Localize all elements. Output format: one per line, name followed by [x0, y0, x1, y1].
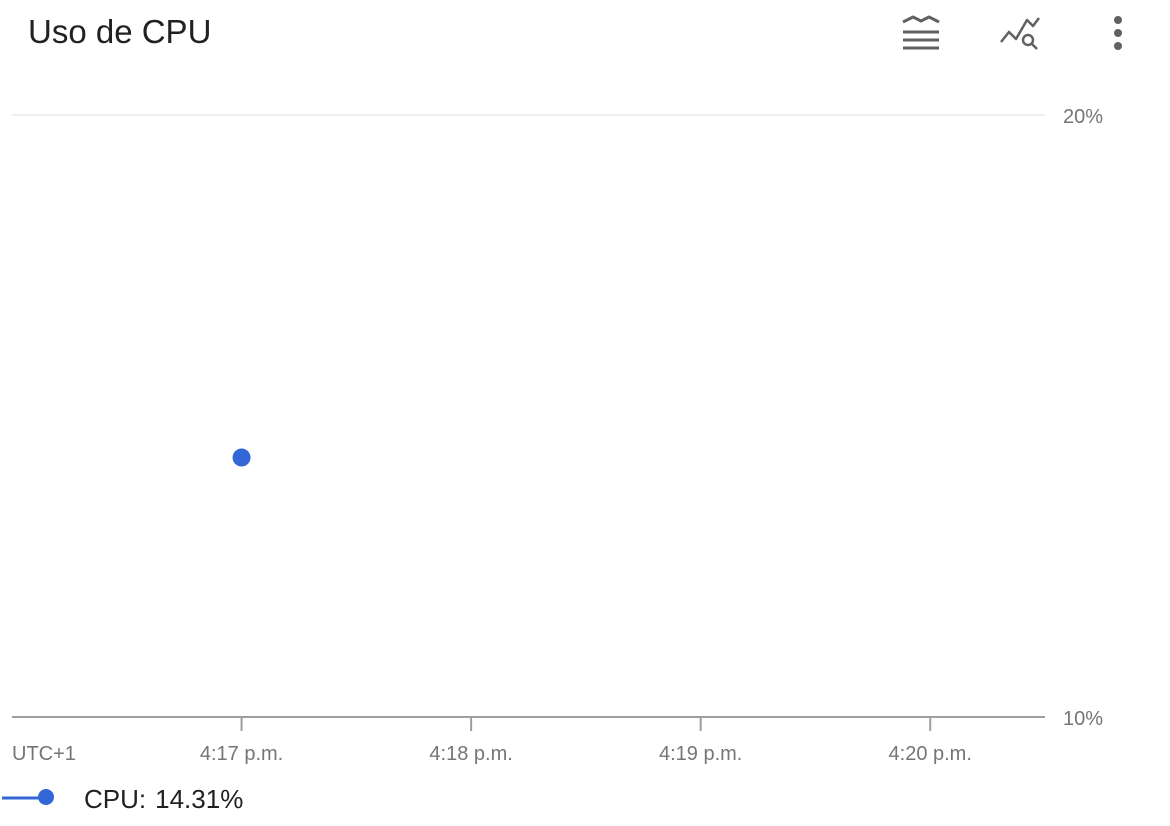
- legend-series-name: CPU:: [84, 784, 147, 814]
- explore-chart-icon: [1000, 17, 1040, 50]
- chart-legend[interactable]: CPU: 14.31%: [0, 782, 243, 816]
- legend-label: CPU: 14.31%: [84, 782, 243, 816]
- x-tick-label: 4:20 p.m.: [889, 743, 972, 765]
- y-tick-label: 20%: [1063, 106, 1103, 128]
- explore-chart-button[interactable]: [996, 8, 1044, 56]
- legend-series-value: 14.31%: [155, 784, 244, 814]
- more-vert-icon: [1114, 16, 1122, 50]
- timezone-label: UTC+1: [12, 743, 76, 765]
- x-tick-label: 4:18 p.m.: [429, 743, 512, 765]
- x-tick-label: 4:17 p.m.: [200, 743, 283, 765]
- chart-title: Uso de CPU: [28, 13, 212, 50]
- chart-header: Uso de CPU: [0, 0, 1170, 70]
- legend-series-swatch: [2, 789, 54, 805]
- cpu-chart: 20% 10% UTC+1 4:17 p.m. 4:18 p.m. 4:19 p.m. 4:…: [12, 106, 1103, 765]
- y-tick-label: 10%: [1063, 708, 1103, 730]
- legend-view-icon: [902, 15, 940, 50]
- legend-view-button[interactable]: [897, 8, 945, 56]
- more-options-button[interactable]: [1094, 8, 1142, 56]
- cpu-data-point: [232, 448, 251, 467]
- x-tick-label: 4:19 p.m.: [659, 743, 742, 765]
